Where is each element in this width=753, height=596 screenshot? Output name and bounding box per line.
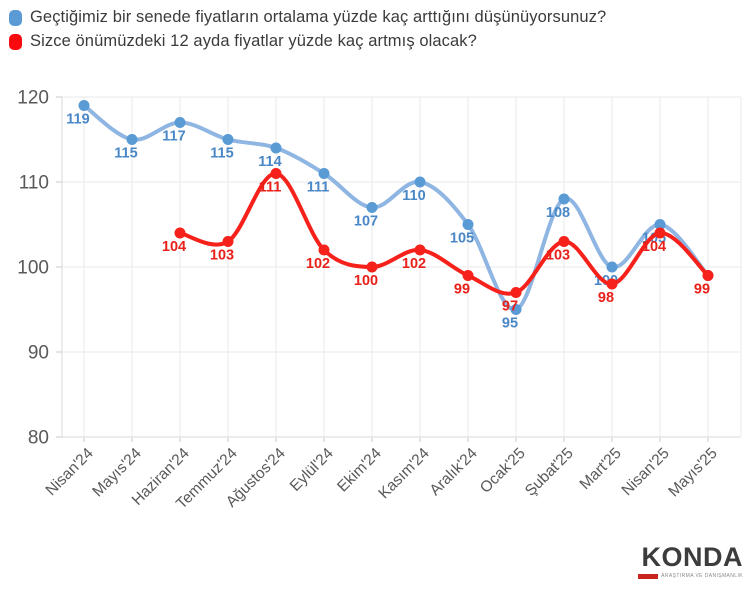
series-1-data-point xyxy=(654,227,666,239)
series-1-data-point xyxy=(222,236,234,247)
series-1-data-point xyxy=(414,244,426,256)
legend-label-next-12-months: Sizce önümüzdeki 12 ayda fiyatlar yüzde … xyxy=(30,32,477,50)
series-1-data-point xyxy=(366,261,378,273)
y-axis-tick-label: 80 xyxy=(28,428,49,449)
series-0-data-label: 117 xyxy=(162,129,185,145)
series-1-data-point xyxy=(462,270,474,281)
series-0-data-label: 108 xyxy=(546,205,570,221)
konda-logo-tagline: ARAŞTIRMA VE DANIŞMANLIK xyxy=(661,573,743,579)
series-1-data-label: 97 xyxy=(502,299,518,315)
legend-label-past-year: Geçtiğimiz bir senede fiyatların ortalam… xyxy=(30,8,607,26)
x-axis-category-label: Şubat'25 xyxy=(522,445,577,500)
series-0-data-label: 95 xyxy=(502,316,518,332)
series-1-data-label: 100 xyxy=(354,273,378,289)
x-axis-category-label: Ocak'25 xyxy=(477,445,529,497)
series-0-data-point xyxy=(78,100,90,111)
series-1-data-point xyxy=(510,287,522,298)
series-1-data-point xyxy=(270,168,282,179)
blue-series-swatch-icon xyxy=(9,9,22,26)
series-0-data-label: 105 xyxy=(450,231,474,247)
series-1-data-label: 104 xyxy=(162,239,186,255)
x-axis-category-label: Eylül'24 xyxy=(287,445,337,495)
series-1-data-label: 99 xyxy=(694,282,710,298)
konda-logo: KONDA ARAŞTIRMA VE DANIŞMANLIK xyxy=(631,544,743,579)
series-0-data-point xyxy=(510,304,522,315)
y-axis-tick-label: 110 xyxy=(19,173,49,194)
y-axis-tick-label: 90 xyxy=(28,343,49,364)
legend-item-past-year: Geçtiğimiz bir senede fiyatların ortalam… xyxy=(9,8,606,27)
series-0-data-label: 111 xyxy=(307,180,330,196)
series-0-data-point xyxy=(558,193,570,205)
series-1-data-label: 102 xyxy=(306,256,330,272)
konda-logo-subline: ARAŞTIRMA VE DANIŞMANLIK xyxy=(638,573,743,579)
series-0-data-label: 107 xyxy=(354,214,378,230)
konda-logo-red-bar-icon xyxy=(638,573,659,579)
series-1-data-point xyxy=(174,227,186,239)
x-axis-category-label: Nisan'25 xyxy=(619,445,673,499)
series-0-data-point xyxy=(318,168,330,179)
series-1-data-label: 104 xyxy=(642,239,666,255)
series-0-data-point xyxy=(414,176,426,188)
series-1-data-label: 102 xyxy=(402,256,426,272)
series-0-data-point xyxy=(366,202,378,213)
series-1-data-label: 103 xyxy=(210,248,234,264)
series-0-data-label: 110 xyxy=(402,188,425,204)
series-0-data-point xyxy=(270,142,282,154)
series-0-data-point xyxy=(174,117,186,128)
x-axis-category-label: Mart'25 xyxy=(577,445,625,493)
series-1-data-point xyxy=(318,244,330,256)
x-axis-category-label: Mayıs'25 xyxy=(665,445,721,501)
y-axis-tick-label: 100 xyxy=(17,258,49,279)
series-1-data-label: 103 xyxy=(546,248,570,264)
series-1-data-label: 98 xyxy=(598,290,614,306)
red-series-swatch-icon xyxy=(9,33,22,50)
series-0-data-point xyxy=(126,134,138,145)
konda-logo-text: KONDA xyxy=(641,542,743,572)
legend: Geçtiğimiz bir senede fiyatların ortalam… xyxy=(9,8,606,51)
series-0-data-label: 115 xyxy=(210,146,233,162)
series-0-data-point xyxy=(606,261,618,273)
legend-item-next-12-months: Sizce önümüzdeki 12 ayda fiyatlar yüzde … xyxy=(9,32,606,51)
x-axis-category-label: Kasım'24 xyxy=(375,445,433,503)
series-1-data-point xyxy=(558,236,570,247)
series-1-data-point xyxy=(702,270,714,281)
x-axis-category-label: Nisan'24 xyxy=(43,445,98,500)
series-0-data-point xyxy=(462,219,474,230)
y-axis-tick-label: 120 xyxy=(17,88,49,109)
series-0-data-point xyxy=(654,219,666,230)
series-0-data-label: 114 xyxy=(258,154,281,170)
series-1-data-label: 111 xyxy=(259,180,282,196)
series-0-data-point xyxy=(222,134,234,145)
series-1-data-label: 99 xyxy=(454,282,470,298)
x-axis-category-label: Aralık'24 xyxy=(427,445,482,500)
series-1-data-point xyxy=(606,278,618,290)
series-0-data-label: 119 xyxy=(66,112,89,128)
series-0-data-label: 115 xyxy=(114,146,137,162)
